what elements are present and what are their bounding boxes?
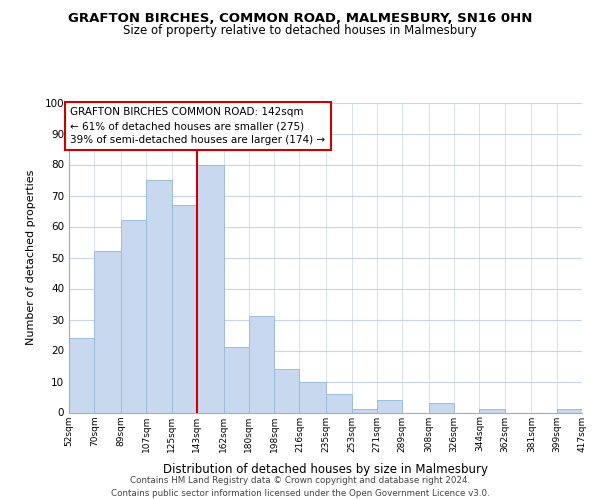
Text: GRAFTON BIRCHES COMMON ROAD: 142sqm
← 61% of detached houses are smaller (275)
3: GRAFTON BIRCHES COMMON ROAD: 142sqm ← 61… (70, 107, 326, 145)
Text: Size of property relative to detached houses in Malmesbury: Size of property relative to detached ho… (123, 24, 477, 37)
Bar (94, 252, 121, 412)
Bar (249, 316, 274, 412)
Bar (274, 369, 299, 412)
Bar (479, 410, 505, 412)
X-axis label: Distribution of detached houses by size in Malmesbury: Distribution of detached houses by size … (163, 463, 488, 476)
Bar (197, 164, 224, 412)
Bar (299, 382, 326, 412)
Bar (69, 338, 94, 412)
Bar (429, 403, 454, 412)
Text: Contains HM Land Registry data © Crown copyright and database right 2024.
Contai: Contains HM Land Registry data © Crown c… (110, 476, 490, 498)
Bar (557, 410, 582, 412)
Bar (326, 394, 352, 412)
Bar (352, 410, 377, 412)
Bar (224, 348, 249, 412)
Bar (146, 180, 172, 412)
Bar (377, 400, 402, 412)
Text: GRAFTON BIRCHES, COMMON ROAD, MALMESBURY, SN16 0HN: GRAFTON BIRCHES, COMMON ROAD, MALMESBURY… (68, 12, 532, 26)
Bar (121, 220, 146, 412)
Bar (172, 205, 197, 412)
Y-axis label: Number of detached properties: Number of detached properties (26, 170, 36, 345)
